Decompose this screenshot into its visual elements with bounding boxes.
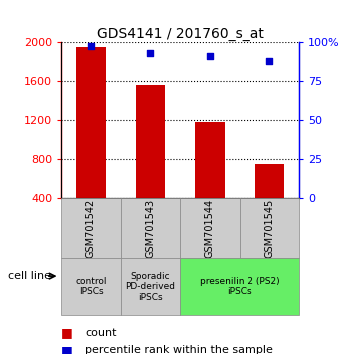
Text: GSM701545: GSM701545	[265, 199, 274, 258]
Text: GSM701543: GSM701543	[146, 199, 155, 258]
Point	[267, 58, 272, 64]
Text: GSM701542: GSM701542	[86, 199, 96, 258]
Bar	[255, 164, 284, 198]
Text: ■: ■	[61, 326, 73, 339]
Text: count: count	[85, 328, 117, 338]
Bar	[121, 258, 180, 315]
Point	[148, 51, 153, 56]
Bar	[180, 198, 240, 258]
Title: GDS4141 / 201760_s_at: GDS4141 / 201760_s_at	[97, 28, 264, 41]
Text: presenilin 2 (PS2)
iPSCs: presenilin 2 (PS2) iPSCs	[200, 277, 279, 296]
Bar	[136, 85, 165, 198]
Bar	[121, 198, 180, 258]
Bar	[76, 47, 106, 198]
Bar	[61, 258, 121, 315]
Text: ■: ■	[61, 344, 73, 354]
Bar	[61, 198, 121, 258]
Bar	[195, 122, 225, 198]
Text: GSM701544: GSM701544	[205, 199, 215, 258]
Text: cell line: cell line	[8, 271, 51, 281]
Point	[207, 54, 213, 59]
Bar	[240, 198, 299, 258]
Text: percentile rank within the sample: percentile rank within the sample	[85, 346, 273, 354]
Bar	[180, 258, 299, 315]
Text: control
IPSCs: control IPSCs	[75, 277, 107, 296]
Text: Sporadic
PD-derived
iPSCs: Sporadic PD-derived iPSCs	[125, 272, 175, 302]
Point	[88, 43, 94, 48]
